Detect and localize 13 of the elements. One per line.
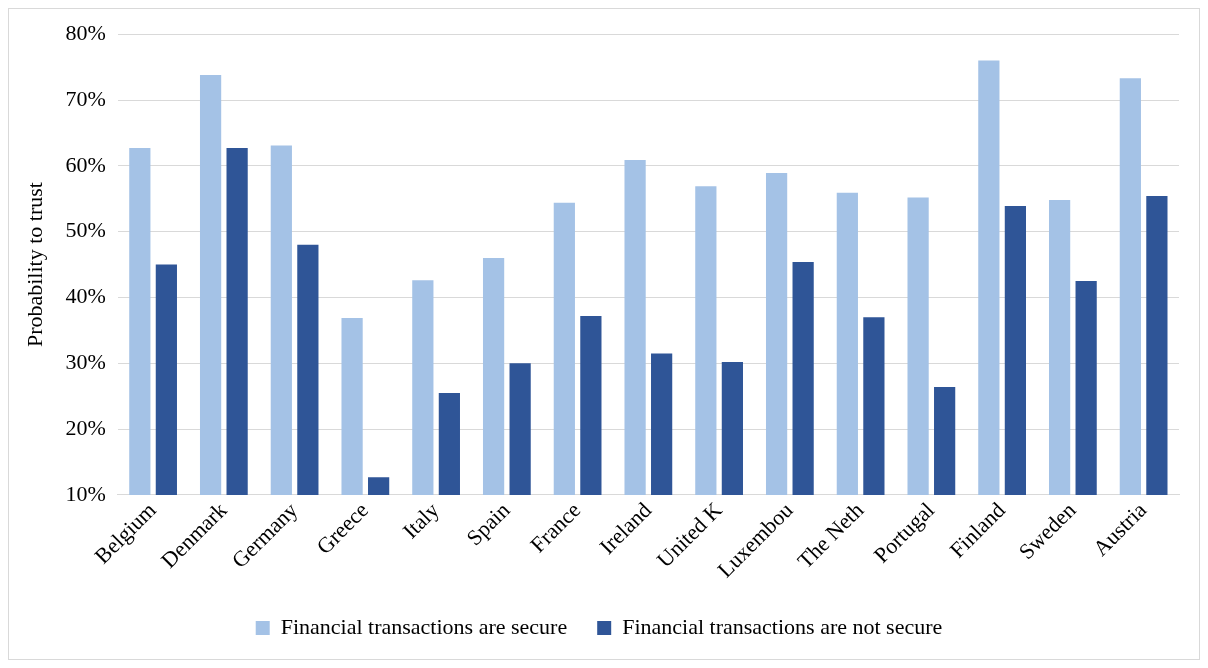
y-tick-label: 40% bbox=[65, 283, 106, 309]
x-tick-label: The Neth bbox=[792, 497, 869, 574]
y-tick-label: 30% bbox=[65, 349, 106, 375]
y-axis-title: Probability to trust bbox=[21, 182, 47, 348]
x-tick-label: Italy bbox=[397, 497, 444, 544]
legend-label: Financial transactions are not secure bbox=[622, 613, 943, 639]
legend-label: Financial transactions are secure bbox=[280, 613, 568, 639]
y-tick-label: 50% bbox=[65, 217, 106, 243]
y-tick-label: 80% bbox=[65, 19, 106, 45]
y-tick-label: 20% bbox=[65, 414, 106, 440]
y-tick-label: 70% bbox=[65, 85, 106, 111]
y-tick-label: 60% bbox=[65, 151, 106, 177]
y-tick-label: 10% bbox=[65, 480, 106, 506]
